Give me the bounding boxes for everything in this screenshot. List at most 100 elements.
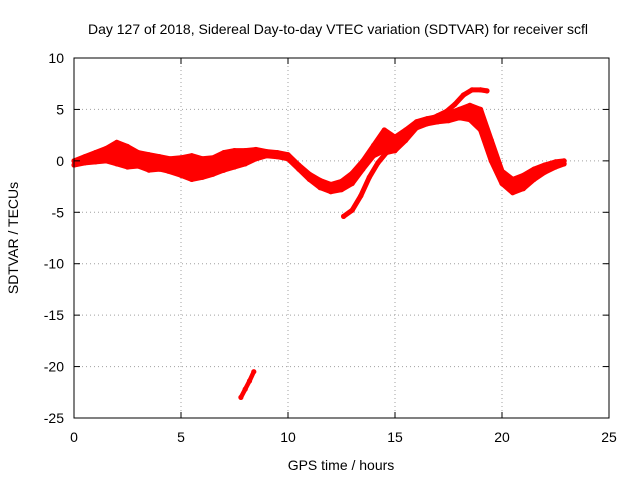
- data-point: [242, 161, 248, 167]
- data-point: [135, 150, 141, 156]
- data-point: [124, 143, 131, 150]
- data-point: [189, 176, 195, 182]
- data-point: [210, 171, 216, 177]
- data-point: [285, 156, 291, 162]
- data-point: [460, 92, 467, 98]
- data-point: [317, 185, 323, 191]
- data-point: [366, 174, 372, 180]
- series-offset-arc: [114, 155, 227, 182]
- y-tick-label: -15: [44, 307, 64, 323]
- data-point: [139, 162, 146, 168]
- data-point: [231, 164, 238, 170]
- data-point: [435, 113, 441, 119]
- data-point: [381, 127, 387, 133]
- data-point: [510, 176, 516, 182]
- data-point: [467, 117, 473, 123]
- data-point: [392, 148, 398, 154]
- data-point: [82, 160, 88, 166]
- data-point: [371, 142, 377, 148]
- y-tick-label: -25: [44, 410, 64, 426]
- data-point: [542, 162, 548, 168]
- data-point: [520, 172, 527, 178]
- data-point: [403, 127, 409, 133]
- data-point: [165, 168, 171, 174]
- data-point: [231, 148, 238, 154]
- data-point: [531, 176, 537, 182]
- data-point: [349, 180, 355, 187]
- data-point: [499, 180, 505, 187]
- x-axis-label: GPS time / hours: [288, 457, 395, 473]
- y-tick-label: -10: [44, 256, 64, 272]
- data-point: [124, 164, 131, 170]
- data-point: [296, 166, 302, 172]
- y-tick-labels: 10 5 0 -5 -10 -15 -20 -25: [44, 50, 64, 426]
- plot-frame: [73, 57, 610, 419]
- data-point: [349, 207, 355, 213]
- ticks: [73, 57, 610, 419]
- data-point: [401, 137, 407, 143]
- y-tick-label: 5: [56, 101, 64, 117]
- data-point: [103, 145, 109, 152]
- data-point: [242, 386, 248, 392]
- data-point: [418, 121, 424, 127]
- data-point: [452, 101, 458, 107]
- data-point: [317, 177, 323, 183]
- data-point: [242, 148, 248, 154]
- data-point: [510, 190, 516, 196]
- data-point: [246, 378, 253, 384]
- data-point: [349, 170, 355, 176]
- data-point: [360, 166, 366, 172]
- x-tick-label: 0: [70, 429, 78, 445]
- data-point: [426, 117, 432, 123]
- data-point: [371, 153, 377, 159]
- data-point: [92, 159, 98, 165]
- data-point: [443, 108, 449, 115]
- data-point: [264, 153, 270, 159]
- y-tick-label: -5: [52, 204, 65, 220]
- data-point: [478, 127, 484, 133]
- data-point: [178, 172, 184, 178]
- data-point: [499, 168, 505, 174]
- series-layer: [71, 87, 567, 400]
- data-point: [360, 158, 366, 164]
- grid: [74, 58, 609, 418]
- data-point: [114, 155, 120, 161]
- data-point: [178, 155, 184, 161]
- data-point: [167, 156, 173, 162]
- data-point: [264, 149, 270, 155]
- data-point: [114, 161, 120, 167]
- data-point: [199, 174, 205, 180]
- x-tick-label: 10: [280, 429, 296, 445]
- data-point: [103, 158, 109, 164]
- data-point: [338, 178, 345, 184]
- x-tick-label: 15: [387, 429, 403, 445]
- data-point: [82, 154, 88, 160]
- data-point: [478, 87, 484, 93]
- x-tick-label: 20: [494, 429, 510, 445]
- data-point: [152, 165, 158, 171]
- data-point: [189, 153, 195, 159]
- data-point: [274, 150, 280, 156]
- data-point: [328, 181, 334, 188]
- data-point: [114, 139, 120, 145]
- data-point: [552, 164, 559, 170]
- data-point: [456, 115, 462, 121]
- series-band-upper: [71, 102, 567, 187]
- data-point: [561, 161, 567, 167]
- y-tick-label: 10: [48, 50, 64, 66]
- data-point: [542, 169, 548, 175]
- x-tick-label: 5: [177, 429, 185, 445]
- data-point: [199, 156, 205, 162]
- data-point: [306, 176, 312, 182]
- data-point: [435, 119, 441, 125]
- data-point: [358, 193, 364, 199]
- data-point: [375, 160, 381, 166]
- data-point: [531, 166, 537, 172]
- data-point: [341, 213, 347, 219]
- data-point: [488, 137, 494, 143]
- data-point: [383, 150, 389, 156]
- data-point: [127, 158, 133, 164]
- data-point: [552, 159, 559, 165]
- x-tick-label: 25: [601, 429, 617, 445]
